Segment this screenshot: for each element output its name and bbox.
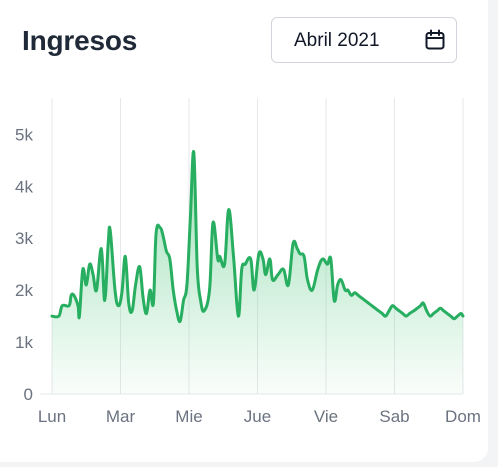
- y-tick-label: 1k: [15, 333, 33, 352]
- x-tick-label: Sab: [379, 407, 409, 426]
- x-tick-label: Mie: [175, 407, 202, 426]
- month-picker-value: Abril 2021: [294, 30, 380, 51]
- y-tick-label: 0: [24, 385, 33, 404]
- card-title: Ingresos: [22, 25, 138, 56]
- revenue-card: Ingresos Abril 2021 0 1k 2k 3k 4k 5k Lun Mar Mie…: [0, 0, 488, 462]
- month-picker[interactable]: Abril 2021: [271, 17, 457, 63]
- y-tick-label: 3k: [15, 229, 33, 248]
- x-tick-label: Dom: [445, 407, 481, 426]
- y-tick-label: 2k: [15, 281, 33, 300]
- calendar-icon[interactable]: [424, 29, 446, 51]
- y-tick-label: 4k: [15, 177, 33, 196]
- x-tick-label: Lun: [38, 407, 66, 426]
- x-tick-label: Jue: [244, 407, 271, 426]
- revenue-line: [50, 150, 465, 324]
- y-tick-label: 5k: [15, 125, 33, 144]
- x-tick-label: Vie: [314, 407, 338, 426]
- revenue-chart: 0 1k 2k 3k 4k 5k Lun Mar Mie Jue Vie Sab Dom: [0, 90, 488, 462]
- x-tick-label: Mar: [106, 407, 136, 426]
- revenue-chart-svg: 0 1k 2k 3k 4k 5k Lun Mar Mie Jue Vie Sab Dom: [15, 98, 481, 426]
